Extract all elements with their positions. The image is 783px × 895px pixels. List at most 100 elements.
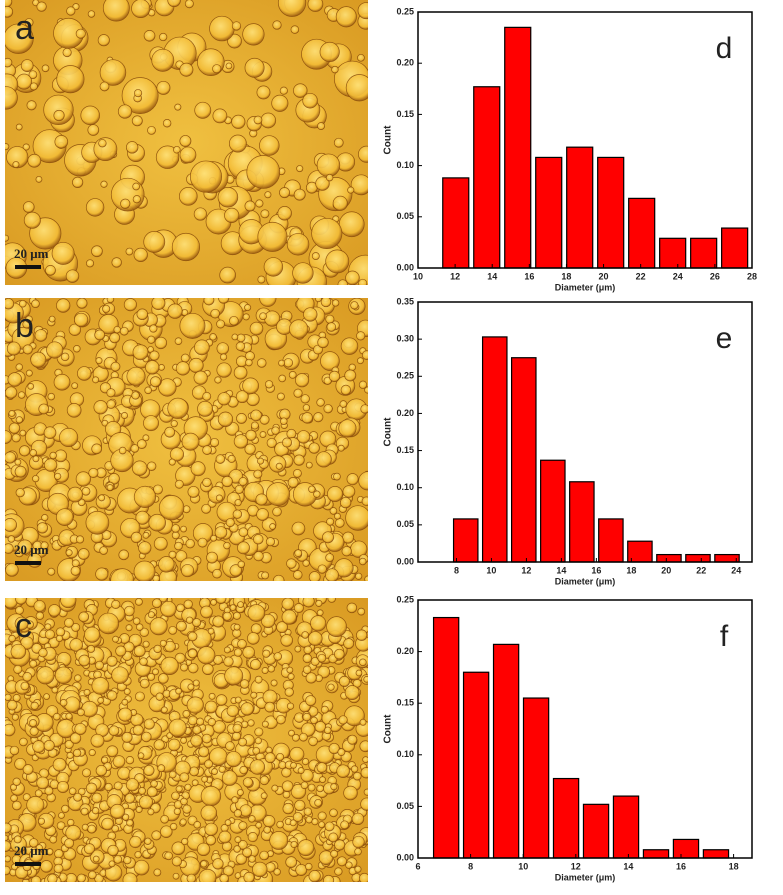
droplet — [136, 308, 149, 321]
droplet — [87, 10, 96, 18]
droplet — [272, 20, 282, 30]
droplet — [8, 634, 16, 643]
droplet — [364, 386, 368, 394]
droplet — [200, 785, 222, 807]
y-tick-label: 0.05 — [396, 211, 414, 221]
droplet — [197, 646, 216, 665]
droplet — [200, 804, 218, 822]
droplet — [107, 844, 119, 857]
droplet — [72, 176, 84, 188]
droplet — [205, 835, 217, 846]
droplet — [341, 546, 352, 557]
droplet — [70, 565, 81, 576]
bar — [492, 643, 520, 859]
droplet — [339, 400, 348, 408]
droplet — [73, 748, 82, 758]
droplet — [6, 341, 21, 356]
droplet — [26, 100, 37, 111]
droplet — [261, 613, 276, 629]
droplet — [36, 522, 48, 534]
droplet — [11, 713, 19, 721]
droplet — [60, 598, 77, 609]
droplet — [135, 806, 143, 814]
droplet — [250, 691, 258, 699]
bar — [656, 553, 682, 563]
droplet — [111, 257, 122, 268]
droplet — [189, 766, 200, 777]
droplet — [99, 81, 110, 92]
droplet — [359, 740, 368, 753]
droplet — [294, 549, 303, 558]
droplet — [337, 279, 348, 285]
droplet — [240, 702, 254, 716]
droplet — [354, 847, 362, 856]
droplet — [137, 752, 145, 760]
droplet — [315, 451, 332, 468]
droplet — [225, 751, 242, 768]
droplet — [255, 199, 264, 208]
droplet — [59, 427, 79, 448]
droplet — [95, 567, 109, 581]
droplet — [322, 531, 334, 544]
droplet — [100, 180, 108, 188]
droplet — [182, 804, 192, 814]
droplet — [211, 768, 218, 775]
droplet — [43, 458, 58, 472]
droplet — [176, 620, 187, 632]
droplet — [289, 746, 305, 762]
droplet — [305, 672, 317, 684]
scale-bar — [15, 265, 41, 269]
droplet — [131, 0, 151, 18]
droplet — [75, 471, 91, 487]
y-tick-label: 0.30 — [396, 334, 414, 344]
droplet — [155, 145, 180, 169]
droplet — [5, 723, 16, 737]
droplet — [299, 732, 308, 742]
droplet — [109, 332, 121, 344]
y-axis-label: Count — [383, 125, 394, 155]
droplet — [289, 319, 309, 339]
droplet — [231, 333, 239, 341]
droplet — [232, 509, 243, 519]
droplet — [329, 507, 338, 515]
droplet — [276, 820, 284, 829]
droplet — [91, 443, 103, 455]
droplet — [6, 699, 18, 711]
droplet — [361, 350, 368, 360]
droplet — [8, 422, 21, 434]
x-tick-label: 10 — [413, 271, 423, 281]
droplet — [5, 143, 10, 151]
droplet — [122, 813, 130, 821]
droplet — [71, 622, 81, 632]
droplet — [121, 731, 133, 743]
droplet — [142, 434, 150, 442]
droplet — [148, 513, 166, 532]
y-axis-label: Count — [383, 417, 394, 447]
droplet — [181, 837, 189, 846]
droplet — [171, 791, 180, 801]
droplet — [73, 792, 83, 802]
droplet — [146, 786, 158, 798]
droplet — [14, 458, 22, 466]
droplet — [125, 247, 134, 256]
droplet — [92, 855, 100, 863]
droplet — [193, 370, 208, 385]
droplet — [302, 653, 313, 664]
x-tick-label: 10 — [518, 861, 528, 871]
droplet — [186, 873, 197, 882]
droplet — [263, 257, 284, 277]
droplet — [345, 861, 353, 869]
droplet — [317, 811, 327, 821]
droplet — [315, 176, 330, 191]
droplet — [78, 787, 86, 796]
droplet — [36, 666, 55, 685]
droplet — [317, 653, 327, 663]
droplet — [238, 477, 248, 487]
droplet — [295, 864, 308, 876]
droplet — [318, 850, 334, 865]
droplet — [338, 419, 357, 438]
plot-frame — [417, 599, 753, 859]
bar — [714, 553, 740, 563]
x-axis-label: Diameter (μm) — [555, 282, 616, 292]
bar — [597, 156, 625, 269]
